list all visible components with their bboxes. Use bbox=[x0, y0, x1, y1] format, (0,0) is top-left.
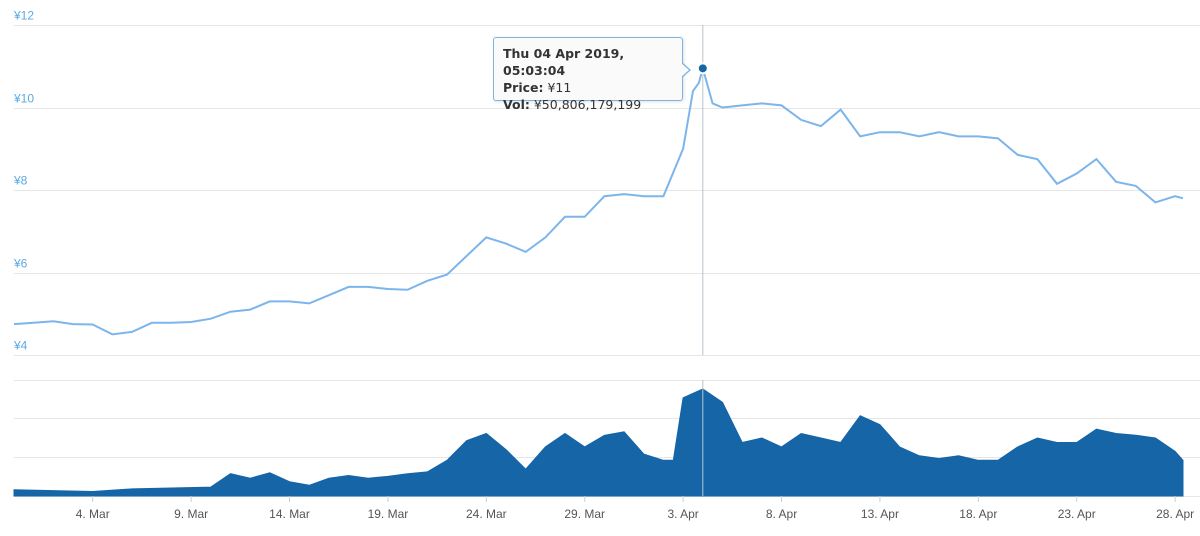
tooltip-pointer-inner bbox=[681, 63, 689, 77]
price-y-axis-ticks: ¥4 ¥6 ¥8 ¥10 ¥12 bbox=[13, 9, 34, 353]
x-tick-label: 18. Apr bbox=[959, 507, 997, 521]
hover-point-marker[interactable] bbox=[696, 62, 709, 75]
tooltip-price-row: Price: ¥11 bbox=[503, 79, 673, 96]
x-tick-label: 19. Mar bbox=[368, 507, 409, 521]
volume-area bbox=[13, 388, 1184, 497]
x-tick-label: 4. Mar bbox=[76, 507, 110, 521]
x-tick-label: 3. Apr bbox=[667, 507, 698, 521]
price-y-tick-label: ¥4 bbox=[13, 339, 28, 353]
x-tick-label: 8. Apr bbox=[766, 507, 797, 521]
price-y-tick-label: ¥8 bbox=[13, 174, 28, 188]
price-line[interactable] bbox=[13, 64, 1184, 336]
tooltip-vol-value: ¥50,806,179,199 bbox=[533, 97, 642, 112]
tooltip-price-value: ¥11 bbox=[547, 80, 572, 95]
x-tick-label: 9. Mar bbox=[174, 507, 208, 521]
x-tick-label: 23. Apr bbox=[1058, 507, 1096, 521]
x-tick-label: 28. Apr bbox=[1156, 507, 1194, 521]
tooltip-price-label: Price: bbox=[503, 80, 544, 95]
tooltip: Thu 04 Apr 2019, 05:03:04 Price: ¥11 Vol… bbox=[493, 37, 691, 112]
x-tick-label: 29. Mar bbox=[564, 507, 605, 521]
price-y-tick-label: ¥10 bbox=[13, 92, 34, 106]
x-tick-label: 24. Mar bbox=[466, 507, 507, 521]
tooltip-vol-row: Vol: ¥50,806,179,199 bbox=[503, 96, 673, 113]
x-tick-label: 14. Mar bbox=[269, 507, 310, 521]
price-y-tick-label: ¥12 bbox=[13, 9, 34, 23]
x-axis-ticks: 4. Mar 9. Mar 14. Mar 19. Mar 24. Mar 29. Mar… bbox=[76, 496, 1194, 521]
price-y-tick-label: ¥6 bbox=[13, 257, 28, 271]
tooltip-title: Thu 04 Apr 2019, 05:03:04 bbox=[503, 46, 625, 78]
x-tick-label: 13. Apr bbox=[861, 507, 899, 521]
tooltip-vol-label: Vol: bbox=[503, 97, 530, 112]
price-gridlines bbox=[14, 25, 1200, 356]
